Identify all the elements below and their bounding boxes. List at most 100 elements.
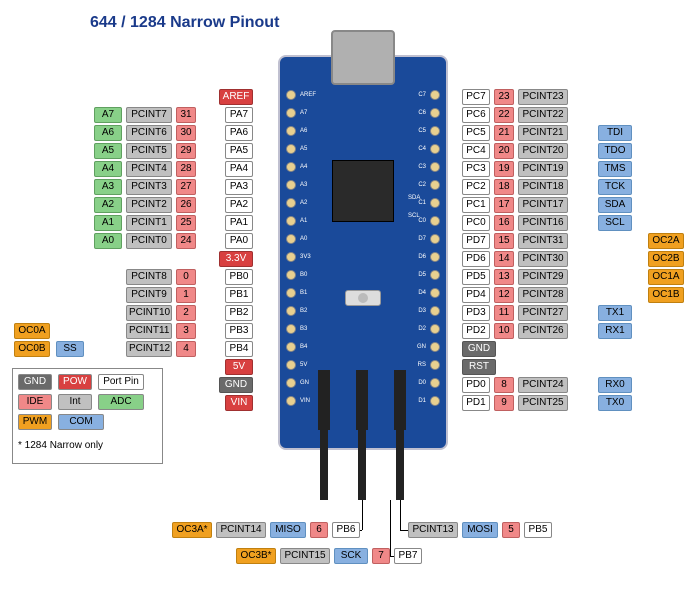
pin-aref: AREF	[219, 89, 253, 105]
pin-pcint12: PCINT12	[126, 341, 172, 357]
board-label-left: A0	[300, 236, 307, 242]
pin-oc2a: OC2A	[648, 233, 684, 249]
pin-pa5: PA5	[225, 143, 253, 159]
legend-pwm: PWM	[18, 414, 52, 430]
pin-pa1: PA1	[225, 215, 253, 231]
pin-30: 30	[176, 125, 196, 141]
pin-7: 7	[372, 548, 390, 564]
board-label-right: D5	[414, 272, 426, 278]
pin-33v: 3.3V	[219, 251, 253, 267]
pin-pcint24: PCINT24	[518, 377, 568, 393]
pin-rx0: RX0	[598, 377, 632, 393]
pin-pb1: PB1	[225, 287, 253, 303]
pin-hole	[430, 108, 440, 118]
arrow	[390, 556, 394, 557]
board-label-right: C4	[414, 146, 426, 152]
pin-hole	[430, 162, 440, 172]
pin-mosi: MOSI	[462, 522, 498, 538]
pin-hole	[430, 342, 440, 352]
pin-pcint10: PCINT10	[126, 305, 172, 321]
pin-5: 5	[502, 522, 520, 538]
pin-pc2: PC2	[462, 179, 490, 195]
pin-pc1: PC1	[462, 197, 490, 213]
pin-hole	[430, 216, 440, 226]
pin-pa0: PA0	[225, 233, 253, 249]
board-label-left: B3	[300, 326, 307, 332]
reset-button-cap	[358, 293, 368, 303]
board-label-right: C7	[414, 92, 426, 98]
pin-gnd: GND	[462, 341, 496, 357]
icsp-header	[394, 370, 406, 430]
pin-hole	[430, 126, 440, 136]
pin-hole	[286, 306, 296, 316]
pin-hole	[430, 324, 440, 334]
pin-pcint3: PCINT3	[126, 179, 172, 195]
board-label-left: A6	[300, 128, 307, 134]
pin-pb3: PB3	[225, 323, 253, 339]
board-label-left: VIN	[300, 398, 310, 404]
pin-hole	[286, 126, 296, 136]
pin-pa2: PA2	[225, 197, 253, 213]
pin-pcint28: PCINT28	[518, 287, 568, 303]
pin-pc5: PC5	[462, 125, 490, 141]
pin-a5: A5	[94, 143, 122, 159]
pin-pcint2: PCINT2	[126, 197, 172, 213]
pin-pcint22: PCINT22	[518, 107, 568, 123]
pin-sda: SDA	[598, 197, 632, 213]
pin-14: 14	[494, 251, 514, 267]
pin-tx1: TX1	[598, 305, 632, 321]
pin-pcint17: PCINT17	[518, 197, 568, 213]
board-label-right: C6	[414, 110, 426, 116]
pin-hole	[430, 234, 440, 244]
legend-note: * 1284 Narrow only	[18, 440, 103, 451]
pin-24: 24	[176, 233, 196, 249]
board-label-left: A5	[300, 146, 307, 152]
legend-ide: IDE	[18, 394, 52, 410]
pin-28: 28	[176, 161, 196, 177]
pin-22: 22	[494, 107, 514, 123]
pin-oc3b: OC3B*	[236, 548, 276, 564]
pin-hole	[430, 144, 440, 154]
icsp-pin	[324, 430, 328, 500]
pin-pb2: PB2	[225, 305, 253, 321]
board-text-scl: SCL	[408, 213, 420, 219]
pin-pcint11: PCINT11	[126, 323, 172, 339]
pin-hole	[430, 180, 440, 190]
board-label-left: B4	[300, 344, 307, 350]
pin-a1: A1	[94, 215, 122, 231]
pin-pcint7: PCINT7	[126, 107, 172, 123]
pin-pcint29: PCINT29	[518, 269, 568, 285]
pin-pd6: PD6	[462, 251, 490, 267]
pin-hole	[286, 90, 296, 100]
pin-a4: A4	[94, 161, 122, 177]
pin-hole	[430, 396, 440, 406]
pin-pd7: PD7	[462, 233, 490, 249]
pin-pb5: PB5	[524, 522, 552, 538]
pin-pd4: PD4	[462, 287, 490, 303]
board-label-right: D2	[414, 326, 426, 332]
board-label-right: RS	[414, 362, 426, 368]
pin-pcint0: PCINT0	[126, 233, 172, 249]
board-label-right: GN	[414, 344, 426, 350]
icsp-header	[318, 370, 330, 430]
usb-connector	[331, 30, 395, 85]
pin-pb6: PB6	[332, 522, 360, 538]
pin-pcint4: PCINT4	[126, 161, 172, 177]
pin-hole	[286, 396, 296, 406]
pin-vin: VIN	[225, 395, 253, 411]
pin-pa4: PA4	[225, 161, 253, 177]
board-label-left: A4	[300, 164, 307, 170]
pin-hole	[286, 360, 296, 370]
pin-pa6: PA6	[225, 125, 253, 141]
pin-pcint8: PCINT8	[126, 269, 172, 285]
pin-12: 12	[494, 287, 514, 303]
board-text-sda: SDA	[408, 195, 420, 201]
pin-tx0: TX0	[598, 395, 632, 411]
pin-oc1a: OC1A	[648, 269, 684, 285]
board-label-right: D3	[414, 308, 426, 314]
legend-port-pin: Port Pin	[98, 374, 144, 390]
pin-pcint6: PCINT6	[126, 125, 172, 141]
pin-25: 25	[176, 215, 196, 231]
pin-hole	[430, 378, 440, 388]
board-label-left: A1	[300, 218, 307, 224]
